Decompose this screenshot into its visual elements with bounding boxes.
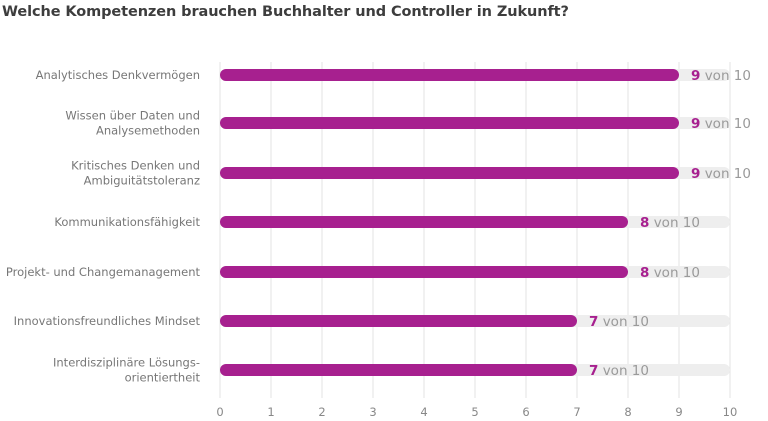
x-tick-label: 10 xyxy=(723,405,738,419)
data-label: 7 von 10 xyxy=(589,314,649,330)
category-label: Kritisches Denken und Ambiguitätstoleranz xyxy=(71,159,200,188)
x-tick-label: 4 xyxy=(420,405,427,419)
category-label: Innovationsfreundliches Mindset xyxy=(14,314,201,328)
x-tick-label: 6 xyxy=(522,405,529,419)
data-label: 7 von 10 xyxy=(589,363,649,379)
data-label: 8 von 10 xyxy=(640,265,700,281)
bar xyxy=(220,117,679,129)
category-label: Interdisziplinäre Lösungs-orientiertheit xyxy=(53,356,200,385)
data-label: 9 von 10 xyxy=(691,116,751,132)
bar xyxy=(220,315,577,327)
bar xyxy=(220,216,628,228)
data-label: 9 von 10 xyxy=(691,166,751,182)
x-tick-label: 0 xyxy=(216,405,223,419)
bar xyxy=(220,167,679,179)
chart-title: Welche Kompetenzen brauchen Buchhalter u… xyxy=(2,4,569,20)
x-tick-label: 5 xyxy=(471,405,478,419)
x-tick-labels: 0 1 2 3 4 5 6 7 8 9 10 xyxy=(216,405,737,419)
category-labels: Analytisches Denkvermögen Wissen über Dat… xyxy=(6,68,201,385)
x-tick-label: 8 xyxy=(624,405,631,419)
category-label: Projekt- und Changemanagement xyxy=(6,265,201,279)
category-label: Analytisches Denkvermögen xyxy=(36,68,200,82)
x-tick-label: 3 xyxy=(369,405,376,419)
x-tick-label: 2 xyxy=(318,405,325,419)
data-label: 9 von 10 xyxy=(691,68,751,84)
bar xyxy=(220,364,577,376)
data-label: 8 von 10 xyxy=(640,215,700,231)
bar xyxy=(220,266,628,278)
category-label: Kommunikationsfähigkeit xyxy=(54,215,200,229)
bars: 9 von 10 9 von 10 9 von 10 8 von 10 8 von 10… xyxy=(220,68,751,379)
x-tick-label: 1 xyxy=(267,405,274,419)
bar xyxy=(220,69,679,81)
x-tick-label: 9 xyxy=(675,405,682,419)
x-tick-label: 7 xyxy=(573,405,580,419)
category-label: Wissen über Daten und Analysemethoden xyxy=(65,109,200,138)
